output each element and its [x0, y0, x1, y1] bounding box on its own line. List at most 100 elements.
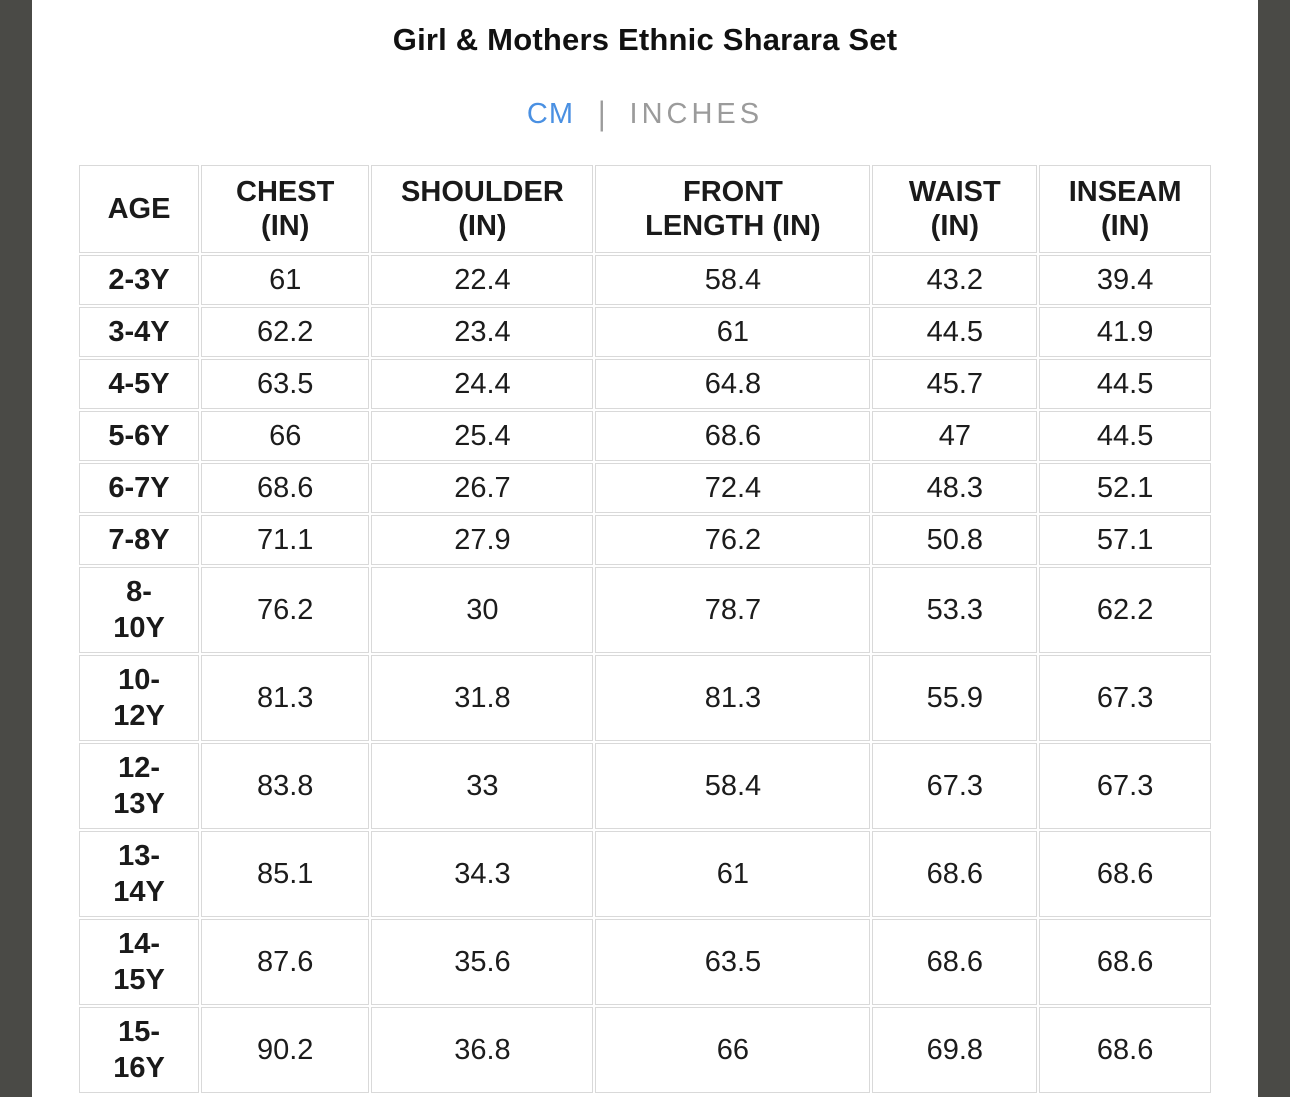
value-cell: 31.8: [371, 655, 594, 741]
value-cell: 71.1: [201, 515, 370, 565]
value-cell: 50.8: [872, 515, 1038, 565]
table-row: 7-8Y 71.1 27.9 76.2 50.8 57.1: [79, 515, 1211, 565]
value-cell: 68.6: [872, 919, 1038, 1005]
table-row: 15- 16Y 90.2 36.8 66 69.8 68.6: [79, 1007, 1211, 1093]
value-cell: 81.3: [201, 655, 370, 741]
page-title: Girl & Mothers Ethnic Sharara Set: [392, 22, 898, 57]
value-cell: 66: [201, 411, 370, 461]
value-cell: 44.5: [872, 307, 1038, 357]
value-cell: 23.4: [371, 307, 594, 357]
value-cell: 72.4: [595, 463, 871, 513]
column-header-2: SHOULDER (IN): [371, 165, 594, 253]
value-cell: 61: [201, 255, 370, 305]
right-frame-bar: [1258, 0, 1290, 1097]
value-cell: 25.4: [371, 411, 594, 461]
column-header-5: INSEAM (IN): [1039, 165, 1211, 253]
value-cell: 87.6: [201, 919, 370, 1005]
unit-toggle-divider: |: [597, 95, 606, 133]
value-cell: 67.3: [872, 743, 1038, 829]
value-cell: 24.4: [371, 359, 594, 409]
value-cell: 69.8: [872, 1007, 1038, 1093]
value-cell: 36.8: [371, 1007, 594, 1093]
value-cell: 58.4: [595, 743, 871, 829]
header-row: AGE CHEST (IN) SHOULDER (IN) FRONT LENGTH (…: [79, 165, 1211, 253]
value-cell: 61: [595, 307, 871, 357]
value-cell: 22.4: [371, 255, 594, 305]
value-cell: 33: [371, 743, 594, 829]
size-chart-table: AGE CHEST (IN) SHOULDER (IN) FRONT LENGTH (…: [77, 163, 1213, 1095]
value-cell: 43.2: [872, 255, 1038, 305]
size-chart-panel: Girl & Mothers Ethnic Sharara Set CM | I…: [32, 0, 1258, 1097]
value-cell: 63.5: [201, 359, 370, 409]
age-cell: 5-6Y: [79, 411, 200, 461]
table-row: 14- 15Y 87.6 35.6 63.5 68.6 68.6: [79, 919, 1211, 1005]
table-row: 4-5Y 63.5 24.4 64.8 45.7 44.5: [79, 359, 1211, 409]
age-cell: 2-3Y: [79, 255, 200, 305]
size-chart-header: AGE CHEST (IN) SHOULDER (IN) FRONT LENGTH (…: [79, 165, 1211, 253]
table-row: 3-4Y 62.2 23.4 61 44.5 41.9: [79, 307, 1211, 357]
value-cell: 62.2: [201, 307, 370, 357]
value-cell: 85.1: [201, 831, 370, 917]
value-cell: 44.5: [1039, 359, 1211, 409]
value-cell: 62.2: [1039, 567, 1211, 653]
value-cell: 34.3: [371, 831, 594, 917]
value-cell: 26.7: [371, 463, 594, 513]
left-frame-bar: [0, 0, 32, 1097]
value-cell: 57.1: [1039, 515, 1211, 565]
age-cell: 7-8Y: [79, 515, 200, 565]
age-cell: 14- 15Y: [79, 919, 200, 1005]
unit-option-inches[interactable]: INCHES: [629, 98, 764, 130]
age-cell: 6-7Y: [79, 463, 200, 513]
value-cell: 68.6: [872, 831, 1038, 917]
value-cell: 68.6: [201, 463, 370, 513]
value-cell: 55.9: [872, 655, 1038, 741]
value-cell: 53.3: [872, 567, 1038, 653]
age-cell: 3-4Y: [79, 307, 200, 357]
value-cell: 64.8: [595, 359, 871, 409]
age-cell: 15- 16Y: [79, 1007, 200, 1093]
value-cell: 76.2: [201, 567, 370, 653]
value-cell: 78.7: [595, 567, 871, 653]
value-cell: 67.3: [1039, 655, 1211, 741]
table-row: 6-7Y 68.6 26.7 72.4 48.3 52.1: [79, 463, 1211, 513]
value-cell: 41.9: [1039, 307, 1211, 357]
age-cell: 4-5Y: [79, 359, 200, 409]
table-row: 2-3Y 61 22.4 58.4 43.2 39.4: [79, 255, 1211, 305]
column-header-3: FRONT LENGTH (IN): [595, 165, 871, 253]
table-row: 13- 14Y 85.1 34.3 61 68.6 68.6: [79, 831, 1211, 917]
table-row: 8- 10Y 76.2 30 78.7 53.3 62.2: [79, 567, 1211, 653]
value-cell: 68.6: [1039, 831, 1211, 917]
size-chart-body: 2-3Y 61 22.4 58.4 43.2 39.4 3-4Y 62.2 23.4 61 44.5…: [79, 255, 1211, 1093]
value-cell: 44.5: [1039, 411, 1211, 461]
value-cell: 52.1: [1039, 463, 1211, 513]
table-row: 12- 13Y 83.8 33 58.4 67.3 67.3: [79, 743, 1211, 829]
age-cell: 12- 13Y: [79, 743, 200, 829]
value-cell: 68.6: [1039, 919, 1211, 1005]
value-cell: 47: [872, 411, 1038, 461]
table-row: 10- 12Y 81.3 31.8 81.3 55.9 67.3: [79, 655, 1211, 741]
column-header-1: CHEST (IN): [201, 165, 370, 253]
table-row: 5-6Y 66 25.4 68.6 47 44.5: [79, 411, 1211, 461]
value-cell: 27.9: [371, 515, 594, 565]
value-cell: 68.6: [1039, 1007, 1211, 1093]
value-cell: 45.7: [872, 359, 1038, 409]
value-cell: 30: [371, 567, 594, 653]
value-cell: 81.3: [595, 655, 871, 741]
column-header-0: AGE: [79, 165, 200, 253]
value-cell: 66: [595, 1007, 871, 1093]
age-cell: 10- 12Y: [79, 655, 200, 741]
age-cell: 13- 14Y: [79, 831, 200, 917]
value-cell: 58.4: [595, 255, 871, 305]
value-cell: 39.4: [1039, 255, 1211, 305]
value-cell: 35.6: [371, 919, 594, 1005]
value-cell: 83.8: [201, 743, 370, 829]
column-header-4: WAIST (IN): [872, 165, 1038, 253]
age-cell: 8- 10Y: [79, 567, 200, 653]
value-cell: 48.3: [872, 463, 1038, 513]
value-cell: 61: [595, 831, 871, 917]
value-cell: 63.5: [595, 919, 871, 1005]
value-cell: 76.2: [595, 515, 871, 565]
unit-option-cm[interactable]: CM: [526, 98, 574, 130]
value-cell: 67.3: [1039, 743, 1211, 829]
unit-toggle: CM | INCHES: [32, 95, 1258, 133]
